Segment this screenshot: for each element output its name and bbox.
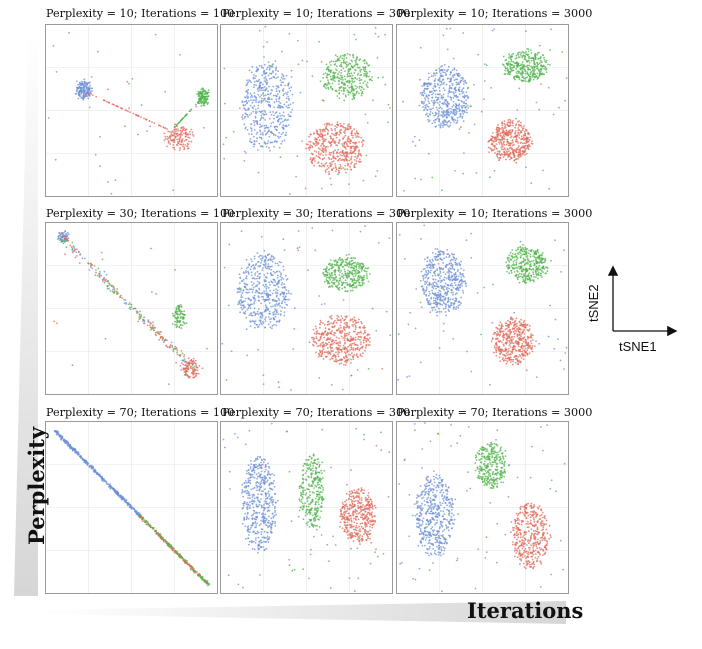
panel-title-9: Perplexity = 70; Iterations = 3000 — [397, 406, 593, 419]
panel-title-3: Perplexity = 10; Iterations = 3000 — [397, 7, 593, 20]
tsne2-label: tSNE2 — [586, 284, 601, 322]
panel-title-1: Perplexity = 10; Iterations = 100 — [46, 7, 235, 20]
iterations-wedge — [40, 601, 566, 624]
scatter-points — [222, 25, 391, 196]
scatter-panel-4 — [45, 222, 218, 395]
scatter-plot-8 — [221, 422, 392, 593]
scatter-panel-8 — [220, 421, 393, 594]
scatter-points — [398, 422, 566, 592]
panel-title-2: Perplexity = 10; Iterations = 300 — [222, 7, 411, 20]
scatter-panel-3 — [396, 24, 569, 197]
panel-title-8: Perplexity = 70; Iterations = 300 — [222, 406, 411, 419]
iterations-axis-label: Iterations — [467, 598, 584, 623]
scatter-plot-4 — [46, 223, 217, 394]
scatter-plot-6 — [397, 223, 568, 394]
scatter-points — [222, 422, 391, 592]
perplexity-wedge — [14, 30, 38, 596]
perplexity-axis-label: Perplexity — [24, 426, 49, 545]
panel-title-6: Perplexity = 10; Iterations = 3000 — [397, 207, 593, 220]
scatter-points — [47, 31, 210, 195]
panel-title-4: Perplexity = 30; Iterations = 100 — [46, 207, 235, 220]
scatter-panel-2 — [220, 24, 393, 197]
panel-title-5: Perplexity = 30; Iterations = 300 — [222, 207, 411, 220]
panel-title-7: Perplexity = 70; Iterations = 100 — [46, 406, 235, 419]
scatter-plot-3 — [397, 25, 568, 196]
scatter-points — [221, 225, 392, 391]
scatter-panel-5 — [220, 222, 393, 395]
scatter-panel-1 — [45, 24, 218, 197]
scatter-panel-6 — [396, 222, 569, 395]
scatter-plot-7 — [46, 422, 217, 593]
scatter-points — [402, 27, 568, 192]
scatter-plot-9 — [397, 422, 568, 593]
scatter-points — [53, 230, 208, 386]
scatter-points — [397, 224, 568, 386]
tsne-axes-legend — [607, 265, 678, 337]
scatter-points — [53, 430, 211, 587]
scatter-plot-5 — [221, 223, 392, 394]
scatter-panel-7 — [45, 421, 218, 594]
scatter-plot-1 — [46, 25, 217, 196]
scatter-panel-9 — [396, 421, 569, 594]
tsne1-label: tSNE1 — [619, 339, 657, 354]
scatter-plot-2 — [221, 25, 392, 196]
